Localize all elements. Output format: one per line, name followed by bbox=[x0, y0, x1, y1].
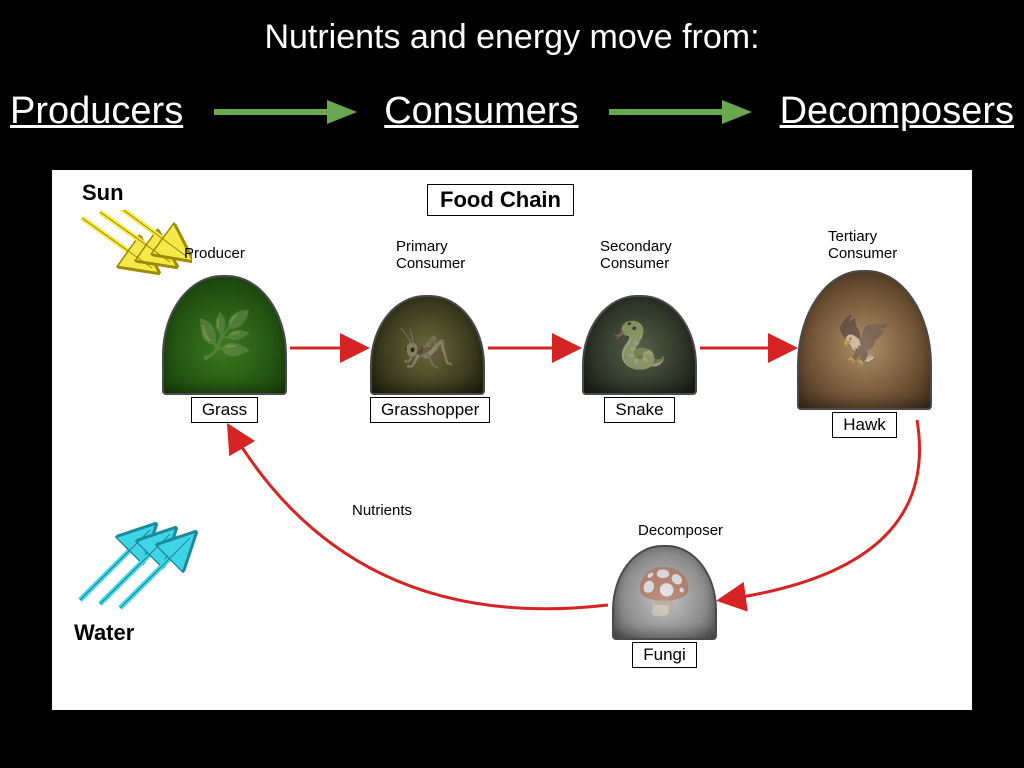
flow-arrow-icon bbox=[604, 92, 754, 132]
input-label-water: Water bbox=[74, 620, 134, 646]
chain-arrows bbox=[52, 170, 972, 710]
flow-row: Producers Consumers Decomposers bbox=[0, 90, 1024, 133]
food-chain-diagram: Sun Food Chain Producer Primary Consumer… bbox=[52, 170, 972, 710]
flow-arrow-icon bbox=[209, 92, 359, 132]
edge-label-nutrients: Nutrients bbox=[352, 502, 412, 519]
edge-hawk-fungi bbox=[722, 420, 920, 600]
water-arrows-icon bbox=[72, 500, 202, 610]
flow-label-decomposers: Decomposers bbox=[780, 90, 1014, 133]
slide-title: Nutrients and energy move from: bbox=[0, 18, 1024, 57]
flow-label-consumers: Consumers bbox=[384, 90, 578, 133]
flow-label-producers: Producers bbox=[10, 90, 183, 133]
edge-fungi-grass bbox=[230, 428, 608, 609]
